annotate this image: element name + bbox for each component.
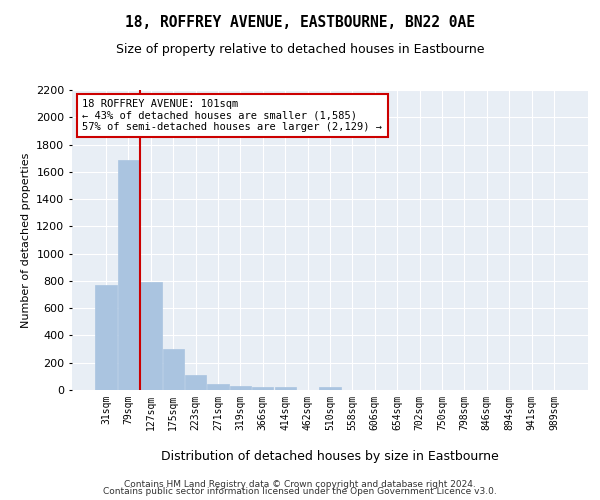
Text: 18, ROFFREY AVENUE, EASTBOURNE, BN22 0AE: 18, ROFFREY AVENUE, EASTBOURNE, BN22 0AE bbox=[125, 15, 475, 30]
Bar bbox=[95, 285, 117, 390]
Bar bbox=[230, 386, 251, 390]
Bar bbox=[185, 375, 206, 390]
Bar bbox=[140, 282, 161, 390]
Text: Contains HM Land Registry data © Crown copyright and database right 2024.: Contains HM Land Registry data © Crown c… bbox=[124, 480, 476, 489]
Bar bbox=[118, 160, 139, 390]
Bar bbox=[319, 388, 341, 390]
Text: Size of property relative to detached houses in Eastbourne: Size of property relative to detached ho… bbox=[116, 42, 484, 56]
Bar bbox=[163, 349, 184, 390]
Bar bbox=[275, 388, 296, 390]
Text: Distribution of detached houses by size in Eastbourne: Distribution of detached houses by size … bbox=[161, 450, 499, 463]
Bar bbox=[208, 384, 229, 390]
Text: Contains public sector information licensed under the Open Government Licence v3: Contains public sector information licen… bbox=[103, 488, 497, 496]
Bar bbox=[252, 386, 274, 390]
Text: 18 ROFFREY AVENUE: 101sqm
← 43% of detached houses are smaller (1,585)
57% of se: 18 ROFFREY AVENUE: 101sqm ← 43% of detac… bbox=[82, 99, 382, 132]
Y-axis label: Number of detached properties: Number of detached properties bbox=[20, 152, 31, 328]
